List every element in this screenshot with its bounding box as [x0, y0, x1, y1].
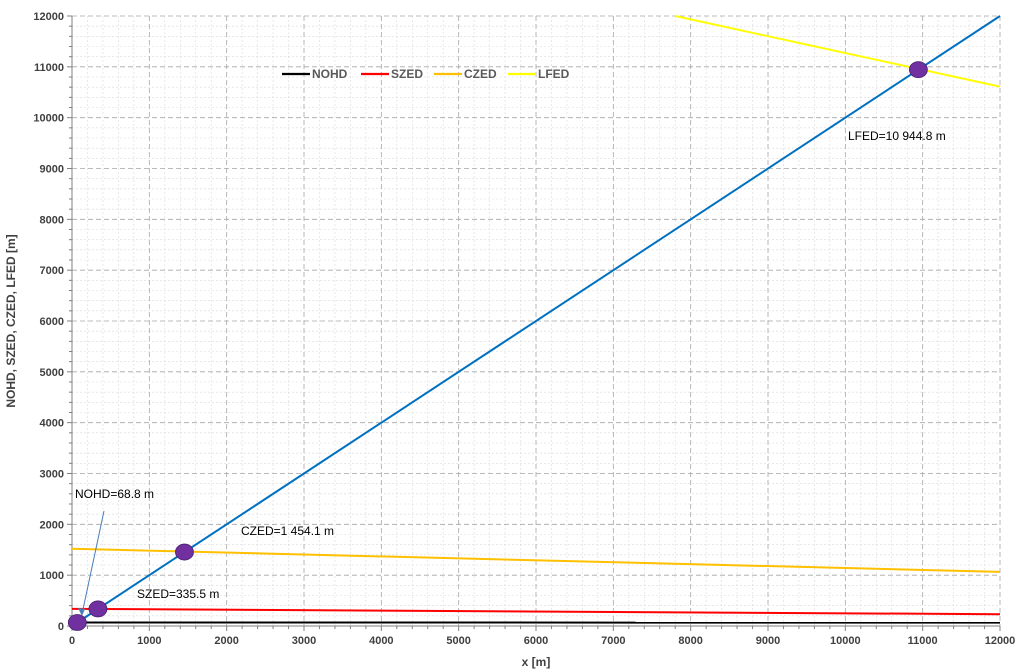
x-tick-label: 7000	[601, 635, 625, 647]
annotation-leader-line	[81, 510, 105, 615]
tick-labels: 0 1000 2000 3000 4000 5000 6000 7000 8000 9000 100…	[33, 11, 1015, 647]
x-tick-label: 0	[69, 635, 75, 647]
x-tick-label: 8000	[678, 635, 702, 647]
intersection-markers	[67, 61, 928, 631]
x-tick-label: 9000	[756, 635, 780, 647]
annotation-label: LFED=10 944.8 m	[848, 129, 946, 143]
y-tick-label: 0	[58, 621, 64, 633]
legend-label-czed: CZED	[464, 67, 497, 81]
x-tick-label: 12000	[985, 635, 1016, 647]
intersection-marker	[175, 543, 194, 561]
annotations: NOHD=68.8 m SZED=335.5 m CZED=1 454.1 m LFE…	[75, 129, 946, 616]
x-tick-label: 5000	[446, 635, 470, 647]
x-tick-label: 3000	[292, 635, 316, 647]
x-tick-label: 1000	[137, 635, 161, 647]
annotation-arrowhead	[78, 608, 85, 616]
intersection-marker	[67, 614, 87, 631]
x-tick-label: 4000	[369, 635, 393, 647]
y-tick-label: 3000	[40, 469, 64, 481]
intersection-marker	[908, 61, 928, 79]
intersection-marker	[88, 600, 108, 618]
reference-line	[71, 15, 1001, 627]
y-tick-label: 2000	[40, 519, 64, 531]
legend-label-szed: SZED	[391, 67, 423, 81]
x-tick-label: 6000	[524, 635, 548, 647]
y-tick-label: 12000	[33, 11, 64, 23]
axes	[67, 15, 1001, 631]
x-tick-label: 2000	[214, 635, 238, 647]
y-tick-label: 9000	[40, 164, 64, 176]
y-tick-label: 1000	[40, 570, 64, 582]
annotation-label: SZED=335.5 m	[137, 587, 219, 601]
y-tick-label: 11000	[34, 62, 64, 74]
legend: NOHD SZED CZED LFED	[282, 67, 570, 81]
y-tick-label: 8000	[40, 214, 64, 226]
szed-series-line	[71, 607, 1001, 616]
legend-label-nohd: NOHD	[312, 67, 348, 81]
legend-label-lfed: LFED	[538, 67, 570, 81]
y-tick-label: 10000	[33, 113, 64, 125]
annotation-label: NOHD=68.8 m	[75, 487, 154, 501]
series-lines	[71, 15, 1001, 627]
y-tick-label: 5000	[40, 367, 64, 379]
y-tick-label: 7000	[40, 265, 64, 277]
annotation-label: CZED=1 454.1 m	[241, 524, 334, 538]
y-tick-label: 6000	[40, 316, 64, 328]
x-tick-label: 11000	[908, 635, 938, 647]
y-axis-title: NOHD, SZED, CZED, LFED [m]	[4, 234, 18, 407]
x-axis-title: x [m]	[522, 655, 551, 669]
y-tick-label: 4000	[40, 418, 64, 430]
x-tick-label: 10000	[830, 635, 861, 647]
lfed-series-line	[674, 15, 1001, 88]
czed-series-line	[71, 547, 1001, 573]
